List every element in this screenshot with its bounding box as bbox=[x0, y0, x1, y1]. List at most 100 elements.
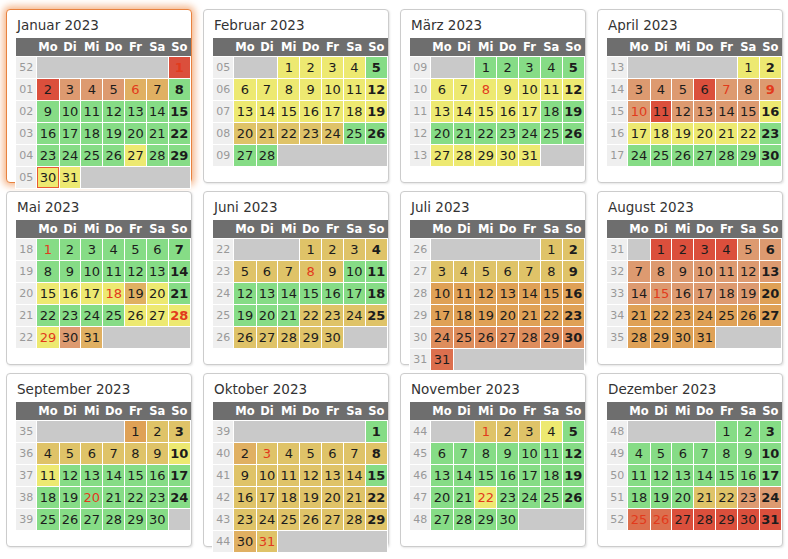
day-cell[interactable]: 23 bbox=[672, 305, 694, 327]
day-cell[interactable]: 13 bbox=[759, 261, 781, 283]
day-cell[interactable]: 9 bbox=[737, 443, 759, 465]
day-cell[interactable]: 29 bbox=[300, 327, 322, 349]
day-cell[interactable]: 25 bbox=[716, 305, 738, 327]
day-cell[interactable]: 21 bbox=[343, 487, 365, 509]
day-cell[interactable]: 2 bbox=[37, 79, 59, 101]
day-cell[interactable]: 20 bbox=[694, 123, 716, 145]
day-cell[interactable]: 24 bbox=[519, 487, 541, 509]
day-cell[interactable]: 23 bbox=[759, 123, 781, 145]
day-cell[interactable]: 9 bbox=[322, 261, 344, 283]
day-cell[interactable]: 1 bbox=[300, 239, 322, 261]
day-cell[interactable]: 21 bbox=[694, 487, 716, 509]
day-cell[interactable]: 12 bbox=[737, 261, 759, 283]
day-cell[interactable]: 17 bbox=[519, 465, 541, 487]
day-cell[interactable]: 30 bbox=[59, 327, 81, 349]
day-cell[interactable]: 5 bbox=[475, 261, 497, 283]
day-cell[interactable]: 2 bbox=[59, 239, 81, 261]
day-cell[interactable]: 31 bbox=[59, 167, 81, 189]
day-cell[interactable]: 12 bbox=[562, 79, 584, 101]
day-cell[interactable]: 31 bbox=[431, 349, 453, 371]
day-cell[interactable]: 11 bbox=[628, 465, 650, 487]
day-cell[interactable]: 29 bbox=[716, 509, 738, 531]
day-cell[interactable]: 21 bbox=[256, 123, 278, 145]
day-cell[interactable]: 4 bbox=[278, 443, 300, 465]
day-cell[interactable]: 19 bbox=[672, 123, 694, 145]
day-cell[interactable]: 13 bbox=[694, 101, 716, 123]
day-cell[interactable]: 1 bbox=[650, 239, 672, 261]
day-cell[interactable]: 13 bbox=[431, 101, 453, 123]
day-cell[interactable]: 25 bbox=[540, 123, 562, 145]
day-cell[interactable]: 9 bbox=[497, 443, 519, 465]
day-cell[interactable]: 21 bbox=[146, 123, 168, 145]
day-cell[interactable]: 4 bbox=[343, 57, 365, 79]
day-cell[interactable]: 14 bbox=[278, 283, 300, 305]
day-cell[interactable]: 2 bbox=[300, 57, 322, 79]
day-cell[interactable]: 3 bbox=[81, 239, 103, 261]
day-cell[interactable]: 19 bbox=[125, 283, 147, 305]
day-cell[interactable]: 8 bbox=[737, 79, 759, 101]
day-cell[interactable]: 6 bbox=[125, 79, 147, 101]
day-cell[interactable]: 27 bbox=[497, 327, 519, 349]
day-cell[interactable]: 21 bbox=[168, 283, 190, 305]
day-cell[interactable]: 10 bbox=[628, 101, 650, 123]
day-cell[interactable]: 4 bbox=[453, 261, 475, 283]
day-cell[interactable]: 22 bbox=[168, 123, 190, 145]
day-cell[interactable]: 28 bbox=[256, 145, 278, 167]
day-cell[interactable]: 30 bbox=[497, 145, 519, 167]
day-cell[interactable]: 26 bbox=[562, 123, 584, 145]
day-cell[interactable]: 9 bbox=[562, 261, 584, 283]
day-cell[interactable]: 11 bbox=[716, 261, 738, 283]
day-cell[interactable]: 24 bbox=[759, 487, 781, 509]
day-cell[interactable]: 13 bbox=[125, 101, 147, 123]
day-cell[interactable]: 24 bbox=[59, 145, 81, 167]
day-cell[interactable]: 26 bbox=[234, 327, 256, 349]
day-cell[interactable]: 18 bbox=[81, 123, 103, 145]
day-cell[interactable]: 6 bbox=[234, 79, 256, 101]
day-cell[interactable]: 5 bbox=[365, 57, 387, 79]
day-cell[interactable]: 1 bbox=[716, 421, 738, 443]
day-cell[interactable]: 5 bbox=[737, 239, 759, 261]
day-cell[interactable]: 22 bbox=[716, 487, 738, 509]
day-cell[interactable]: 24 bbox=[431, 327, 453, 349]
day-cell[interactable]: 30 bbox=[562, 327, 584, 349]
day-cell[interactable]: 19 bbox=[475, 305, 497, 327]
day-cell[interactable]: 13 bbox=[431, 465, 453, 487]
day-cell[interactable]: 16 bbox=[300, 101, 322, 123]
day-cell[interactable]: 11 bbox=[278, 465, 300, 487]
day-cell[interactable]: 14 bbox=[168, 261, 190, 283]
day-cell[interactable]: 6 bbox=[497, 261, 519, 283]
day-cell[interactable]: 10 bbox=[431, 283, 453, 305]
day-cell[interactable]: 3 bbox=[168, 421, 190, 443]
day-cell[interactable]: 25 bbox=[37, 509, 59, 531]
day-cell[interactable]: 7 bbox=[519, 261, 541, 283]
day-cell[interactable]: 26 bbox=[475, 327, 497, 349]
day-cell[interactable]: 17 bbox=[628, 123, 650, 145]
day-cell[interactable]: 22 bbox=[475, 123, 497, 145]
day-cell[interactable]: 26 bbox=[59, 509, 81, 531]
day-cell[interactable]: 4 bbox=[650, 79, 672, 101]
day-cell[interactable]: 11 bbox=[37, 465, 59, 487]
day-cell[interactable]: 30 bbox=[37, 167, 59, 189]
day-cell[interactable]: 13 bbox=[497, 283, 519, 305]
day-cell[interactable]: 15 bbox=[475, 465, 497, 487]
day-cell[interactable]: 17 bbox=[81, 283, 103, 305]
day-cell[interactable]: 15 bbox=[365, 465, 387, 487]
day-cell[interactable]: 12 bbox=[103, 101, 125, 123]
day-cell[interactable]: 22 bbox=[737, 123, 759, 145]
day-cell[interactable]: 25 bbox=[343, 123, 365, 145]
day-cell[interactable]: 7 bbox=[103, 443, 125, 465]
day-cell[interactable]: 8 bbox=[716, 443, 738, 465]
day-cell[interactable]: 25 bbox=[650, 145, 672, 167]
day-cell[interactable]: 14 bbox=[343, 465, 365, 487]
day-cell[interactable]: 11 bbox=[650, 101, 672, 123]
day-cell[interactable]: 18 bbox=[453, 305, 475, 327]
day-cell[interactable]: 24 bbox=[256, 509, 278, 531]
day-cell[interactable]: 28 bbox=[343, 509, 365, 531]
day-cell[interactable]: 13 bbox=[146, 261, 168, 283]
day-cell[interactable]: 6 bbox=[256, 261, 278, 283]
day-cell[interactable]: 27 bbox=[322, 509, 344, 531]
day-cell[interactable]: 25 bbox=[278, 509, 300, 531]
day-cell[interactable]: 28 bbox=[103, 509, 125, 531]
day-cell[interactable]: 27 bbox=[234, 145, 256, 167]
day-cell[interactable]: 26 bbox=[672, 145, 694, 167]
